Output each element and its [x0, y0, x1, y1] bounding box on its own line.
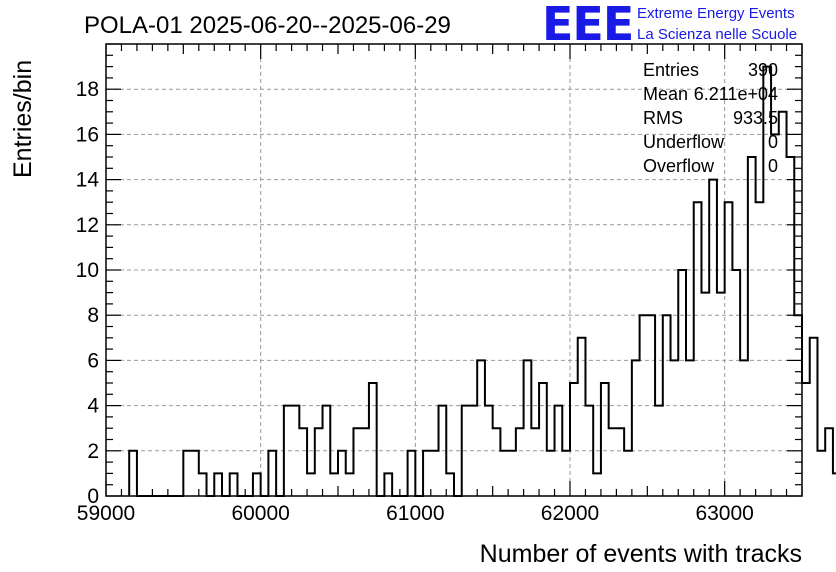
y-tick-label: 18: [76, 78, 99, 101]
stats-value: 6.211e+04: [694, 84, 778, 104]
y-tick-label: 8: [87, 304, 99, 327]
y-tick-label: 16: [76, 123, 99, 146]
stats-value: 0: [768, 156, 778, 176]
y-tick-label: 4: [87, 395, 99, 418]
y-tick-label: 0: [87, 485, 99, 508]
y-tick-label: 2: [87, 440, 99, 463]
y-axis-ticks: [106, 43, 802, 497]
y-tick-labels: 0 2 4 6 8 10 12 14 16 18: [76, 78, 100, 508]
y-tick-label: 12: [76, 214, 99, 237]
y-tick-label: 10: [76, 259, 99, 282]
logo-subtitle-1: Extreme Energy Events: [637, 5, 795, 22]
x-tick-labels: 59000 60000 61000 62000 63000: [77, 502, 754, 525]
eee-logo: EEE: [542, 0, 634, 51]
stats-value: 933.5: [733, 108, 778, 128]
x-tick-label: 63000: [695, 502, 753, 525]
grid-lines: [105, 44, 802, 497]
y-axis-label: Entries/bin: [9, 60, 37, 178]
stats-label: Entries: [643, 60, 699, 80]
eee-logo-text: EEE: [542, 0, 633, 51]
stats-box: Entries 390 Mean 6.211e+04 RMS 933.5 Underflow…: [643, 60, 778, 176]
logo-subtitle-2: La Scienza nelle Scuole: [637, 26, 797, 43]
x-tick-label: 59000: [77, 502, 135, 525]
stats-value: 0: [768, 132, 778, 152]
plot-frame: [105, 43, 803, 497]
x-tick-label: 60000: [231, 502, 289, 525]
stats-label: Underflow: [643, 132, 725, 152]
chart-title: POLA-01 2025-06-20--2025-06-29: [84, 12, 451, 39]
stats-value: 390: [748, 60, 778, 80]
x-axis-label: Number of events with tracks: [480, 540, 802, 568]
stats-label: Mean: [643, 84, 688, 104]
y-tick-label: 14: [76, 169, 100, 192]
histogram-series: [128, 65, 836, 497]
y-tick-label: 6: [87, 349, 99, 372]
stats-label: RMS: [643, 108, 683, 128]
x-tick-label: 62000: [541, 502, 599, 525]
x-tick-label: 61000: [386, 502, 444, 525]
stats-label: Overflow: [643, 156, 715, 176]
